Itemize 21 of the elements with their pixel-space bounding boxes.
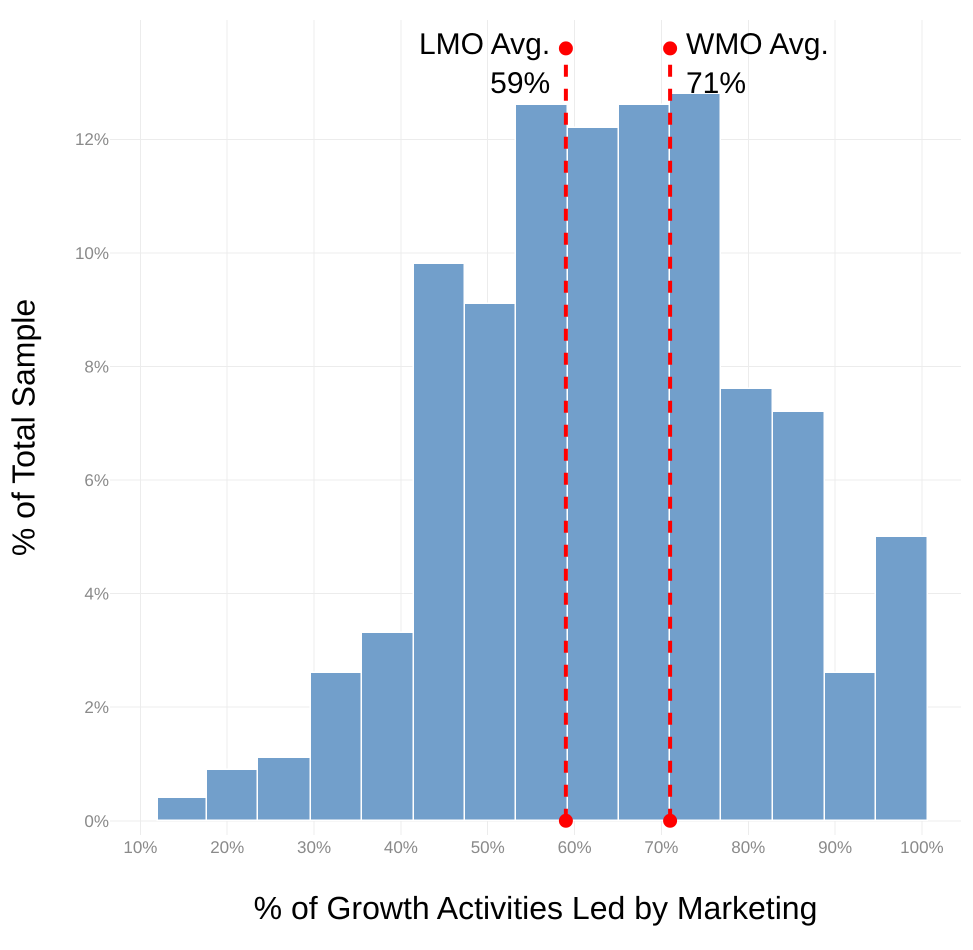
y-tick-label: 4%	[84, 584, 109, 604]
x-tick-label: 30%	[297, 838, 332, 857]
y-axis-title: % of Total Sample	[5, 298, 42, 556]
y-tick-label: 10%	[74, 244, 109, 263]
y-tick-label: 12%	[74, 130, 109, 150]
ref-line-label: LMO Avg. 59%	[419, 28, 550, 100]
x-tick-label: 20%	[210, 838, 244, 857]
y-tick-label: 6%	[84, 470, 109, 490]
ref-line-label: WMO Avg. 71%	[686, 28, 829, 100]
y-tick-label: 0%	[84, 812, 109, 831]
y-tick-label: 2%	[84, 698, 109, 718]
x-tick-label: 10%	[123, 838, 158, 857]
x-tick-label: 100%	[900, 838, 944, 857]
x-tick-label: 50%	[470, 838, 505, 857]
x-tick-label: 40%	[384, 838, 418, 857]
y-tick-label: 8%	[84, 357, 109, 376]
x-axis-title: % of Growth Activities Led by Marketing	[254, 890, 818, 926]
x-tick-label: 60%	[558, 838, 592, 857]
x-tick-label: 70%	[644, 838, 678, 857]
x-tick-label: 90%	[818, 838, 852, 857]
x-tick-label: 80%	[731, 838, 766, 857]
